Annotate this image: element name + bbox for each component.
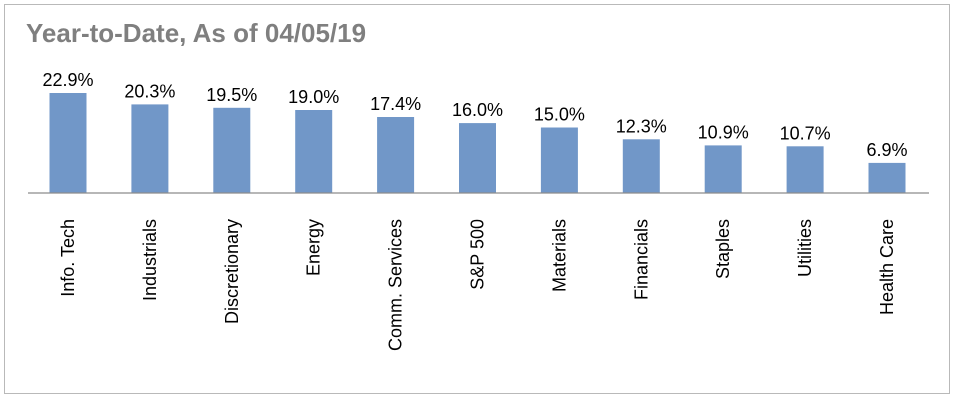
data-label-4: 17.4%	[370, 94, 421, 114]
data-label-6: 15.0%	[534, 105, 585, 125]
x-tick-label-1: Industrials	[140, 219, 160, 301]
bar-4	[377, 117, 415, 193]
data-label-9: 10.7%	[780, 123, 831, 143]
bar-2	[213, 107, 251, 193]
bar-10	[868, 162, 906, 193]
data-label-10: 6.9%	[866, 140, 907, 160]
chart-title: Year-to-Date, As of 04/05/19	[26, 18, 367, 48]
bars-group	[49, 93, 906, 193]
bar-0	[49, 93, 87, 193]
x-tick-label-9: Utilities	[795, 219, 815, 277]
bar-1	[131, 104, 169, 193]
x-tick-label-2: Discretionary	[222, 219, 242, 324]
x-tick-label-3: Energy	[304, 219, 324, 276]
data-label-2: 19.5%	[206, 85, 257, 105]
data-label-7: 12.3%	[616, 116, 667, 136]
data-label-5: 16.0%	[452, 100, 503, 120]
data-label-0: 22.9%	[42, 70, 93, 90]
bar-7	[622, 139, 660, 193]
bar-8	[704, 145, 742, 193]
x-tick-label-0: Info. Tech	[58, 219, 78, 297]
x-tick-label-5: S&P 500	[468, 219, 488, 290]
x-tick-label-8: Staples	[713, 219, 733, 279]
bar-3	[295, 110, 333, 193]
x-tick-label-6: Materials	[549, 219, 569, 292]
x-tick-label-7: Financials	[631, 219, 651, 300]
data-labels-group: 22.9% 20.3% 19.5% 19.0% 17.4% 16.0% 15.0% 12.3%…	[42, 70, 907, 160]
bar-5	[459, 123, 496, 193]
data-label-1: 20.3%	[124, 81, 175, 101]
data-label-8: 10.9%	[698, 122, 749, 142]
data-label-3: 19.0%	[288, 87, 339, 107]
x-tick-label-10: Health Care	[877, 219, 897, 315]
chart-frame	[4, 4, 950, 394]
x-tick-label-4: Comm. Services	[386, 219, 406, 351]
x-tick-labels-group: Info. Tech Industrials Discretionary Energy…	[58, 219, 897, 351]
bar-9	[786, 146, 824, 193]
bar-6	[540, 127, 578, 193]
